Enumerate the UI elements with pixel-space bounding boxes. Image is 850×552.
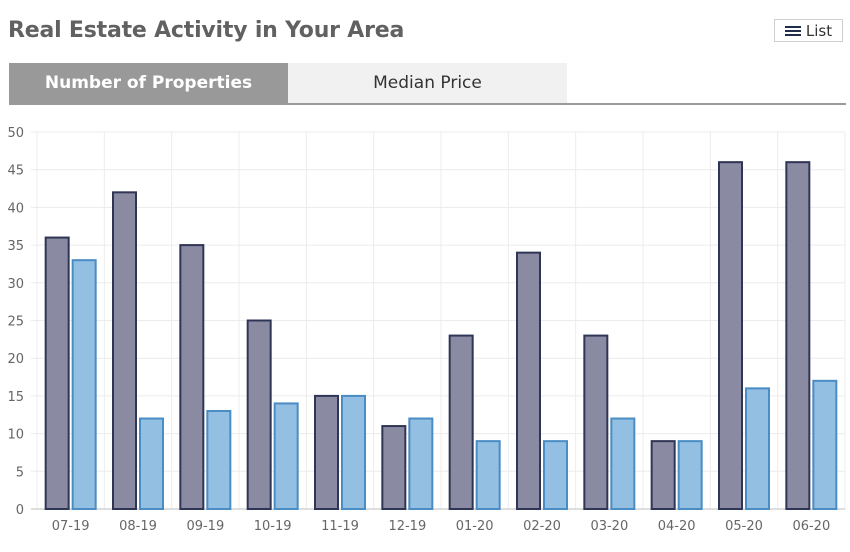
bar-series-2 — [745, 387, 770, 510]
x-tick-label: 06-20 — [792, 519, 830, 534]
bar-series-1 — [583, 334, 609, 510]
bar-series-1 — [785, 161, 811, 510]
x-tick-label: 01-20 — [456, 519, 494, 534]
bar-series-1 — [179, 244, 205, 510]
list-view-button[interactable]: List — [774, 19, 843, 42]
tab-number-of-properties[interactable]: Number of Properties — [9, 63, 288, 103]
bar-series-2 — [812, 379, 838, 510]
y-tick-label: 15 — [7, 390, 24, 405]
bar-series-1 — [718, 161, 743, 510]
list-button-label: List — [805, 21, 833, 40]
page-title: Real Estate Activity in Your Area — [8, 18, 405, 43]
x-tick-label: 10-19 — [254, 519, 292, 534]
bar-series-2 — [139, 417, 164, 510]
x-tick-label: 12-19 — [388, 519, 426, 534]
x-tick-label: 04-20 — [658, 519, 696, 534]
tab-median-price[interactable]: Median Price — [288, 63, 567, 103]
bar-series-2 — [543, 440, 568, 511]
y-tick-label: 20 — [7, 352, 24, 367]
y-tick-label: 35 — [7, 239, 24, 254]
bar-series-1 — [650, 440, 676, 511]
bar-series-2 — [610, 417, 636, 510]
y-tick-label: 50 — [7, 126, 24, 141]
chart-tabs: Number of Properties Median Price — [9, 63, 846, 105]
x-tick-label: 05-20 — [725, 519, 763, 534]
bar-series-2 — [273, 402, 299, 510]
x-tick-label: 03-20 — [590, 519, 628, 534]
bar-series-2 — [677, 440, 703, 511]
bar-series-2 — [206, 409, 232, 511]
bar-series-1 — [44, 236, 70, 510]
bar-series-1 — [246, 319, 272, 510]
bar-series-1 — [448, 334, 474, 510]
bar-chart: 0 5 10 15 20 25 30 35 40 45 50 07-19 08-19 09-19 10-19… — [7, 126, 846, 534]
bar-series-2 — [71, 259, 97, 510]
y-tick-label: 30 — [7, 277, 24, 292]
y-tick-label: 0 — [16, 503, 24, 518]
bar-series-2 — [408, 417, 434, 510]
x-tick-label: 07-19 — [52, 519, 90, 534]
bar-series-2 — [341, 394, 366, 510]
x-tick-label: 09-19 — [186, 519, 224, 534]
y-tick-label: 10 — [7, 428, 24, 443]
bar-series-1 — [516, 251, 541, 510]
x-tick-label: 02-20 — [523, 519, 561, 534]
y-tick-label: 5 — [16, 465, 24, 480]
bar-series-1 — [112, 191, 137, 510]
list-icon — [784, 25, 801, 37]
bar-series-1 — [314, 394, 339, 510]
y-tick-label: 40 — [7, 201, 24, 216]
bar-series-2 — [475, 440, 501, 511]
x-tick-label: 08-19 — [119, 519, 157, 534]
y-tick-label: 45 — [7, 164, 24, 179]
bar-series-1 — [381, 425, 407, 510]
x-tick-label: 11-19 — [321, 519, 359, 534]
y-tick-label: 25 — [7, 315, 24, 330]
